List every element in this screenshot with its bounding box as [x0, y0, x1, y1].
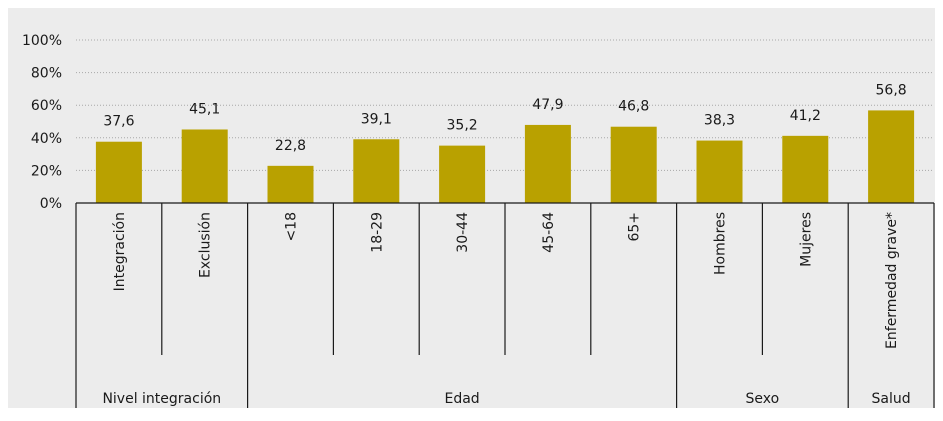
data-label: 22,8	[275, 138, 306, 154]
bar	[353, 139, 400, 203]
y-axis-tick-labels: 0% 20% 40% 60% 80% 100%	[22, 33, 62, 212]
x-axis	[75, 202, 935, 408]
bar	[610, 126, 657, 203]
bar	[181, 129, 228, 203]
data-label: 37,6	[103, 114, 134, 130]
data-label: 41,2	[790, 108, 821, 124]
data-label: 39,1	[361, 111, 392, 127]
y-tick-label: 100%	[22, 33, 62, 49]
bar	[782, 135, 829, 203]
data-labels: 37,6 45,1 22,8 39,1 35,2 47,9 46,8 38,3 41,2 56,8	[103, 82, 906, 153]
y-tick-label: 20%	[31, 163, 62, 179]
bar	[267, 165, 314, 203]
bar	[95, 141, 142, 203]
data-label: 47,9	[532, 97, 563, 113]
group-label: Edad	[444, 391, 479, 407]
category-label: Hombres	[713, 212, 729, 275]
bar	[696, 140, 743, 203]
x-axis-group-labels: Nivel integración Edad Sexo Salud	[102, 391, 910, 407]
data-label: 38,3	[704, 113, 735, 129]
y-tick-label: 80%	[31, 66, 62, 82]
group-label: Nivel integración	[102, 391, 221, 407]
bar	[524, 124, 571, 203]
category-label: Integración	[112, 212, 128, 291]
category-label: Enfermedad grave*	[884, 212, 900, 349]
y-tick-label: 0%	[40, 196, 62, 212]
category-label: <18	[284, 212, 300, 242]
data-label: 56,8	[876, 82, 907, 98]
category-label: Mujeres	[798, 212, 814, 267]
x-axis-category-labels: Integración Exclusión <18 18-29 30-44 45-64 65…	[112, 212, 900, 349]
category-label: 65+	[627, 212, 643, 242]
bar	[868, 110, 915, 203]
y-tick-label: 60%	[31, 98, 62, 114]
data-label: 46,8	[618, 99, 649, 115]
bar	[439, 145, 486, 203]
group-label: Sexo	[746, 391, 780, 407]
category-label: 18-29	[369, 212, 385, 253]
data-label: 35,2	[447, 118, 478, 134]
data-label: 45,1	[189, 101, 220, 117]
category-label: Exclusión	[198, 212, 214, 278]
plot-background	[8, 8, 935, 408]
category-label: 45-64	[541, 212, 557, 253]
group-label: Salud	[872, 391, 911, 407]
category-label: 30-44	[455, 212, 471, 253]
bars	[95, 110, 915, 203]
y-tick-label: 40%	[31, 131, 62, 147]
